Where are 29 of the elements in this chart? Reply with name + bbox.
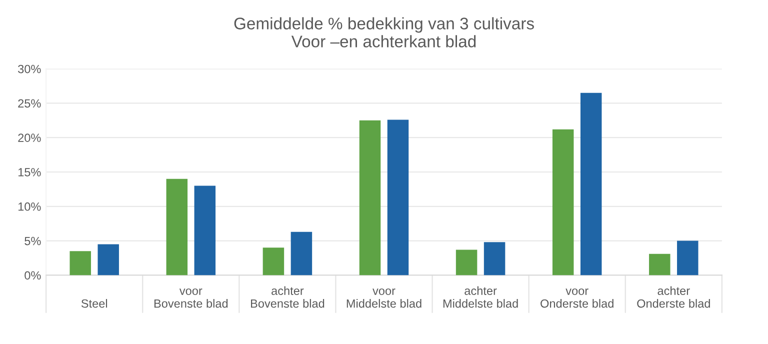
bar — [194, 186, 216, 276]
y-tick-label: 5% — [24, 236, 41, 246]
x-tick-label: Steel — [81, 299, 108, 308]
x-tick-label: achter Onderste blad — [637, 286, 710, 308]
bar — [359, 120, 381, 276]
x-tick-label: achter Bovenste blad — [251, 286, 324, 308]
x-tick-label: voor Onderste blad — [540, 288, 614, 308]
bar — [262, 248, 284, 276]
y-tick-label: 0% — [24, 271, 41, 280]
bar — [70, 251, 91, 276]
x-tick-label: voor Bovenste blad — [154, 288, 228, 308]
y-tick-label: 25% — [18, 99, 41, 108]
y-tick-label: 30% — [18, 64, 41, 74]
y-tick-label: 15% — [18, 168, 41, 176]
bar — [677, 240, 698, 276]
bar — [484, 242, 506, 276]
y-tick-label: 10% — [18, 202, 41, 211]
bar — [580, 92, 602, 276]
bar — [649, 254, 670, 276]
bar — [290, 232, 312, 276]
bar — [166, 178, 188, 276]
bar — [387, 120, 409, 276]
bar — [98, 244, 119, 276]
x-tick-label: voor Middelste blad — [346, 288, 422, 308]
y-tick-label: 20% — [18, 134, 41, 142]
chart-title: Gemiddelde % bedekking van 3 cultivars Voor –en achterkant blad — [234, 17, 534, 48]
bar — [456, 250, 478, 276]
x-tick-label: achter Middelste blad — [443, 286, 518, 308]
bar — [552, 129, 574, 276]
